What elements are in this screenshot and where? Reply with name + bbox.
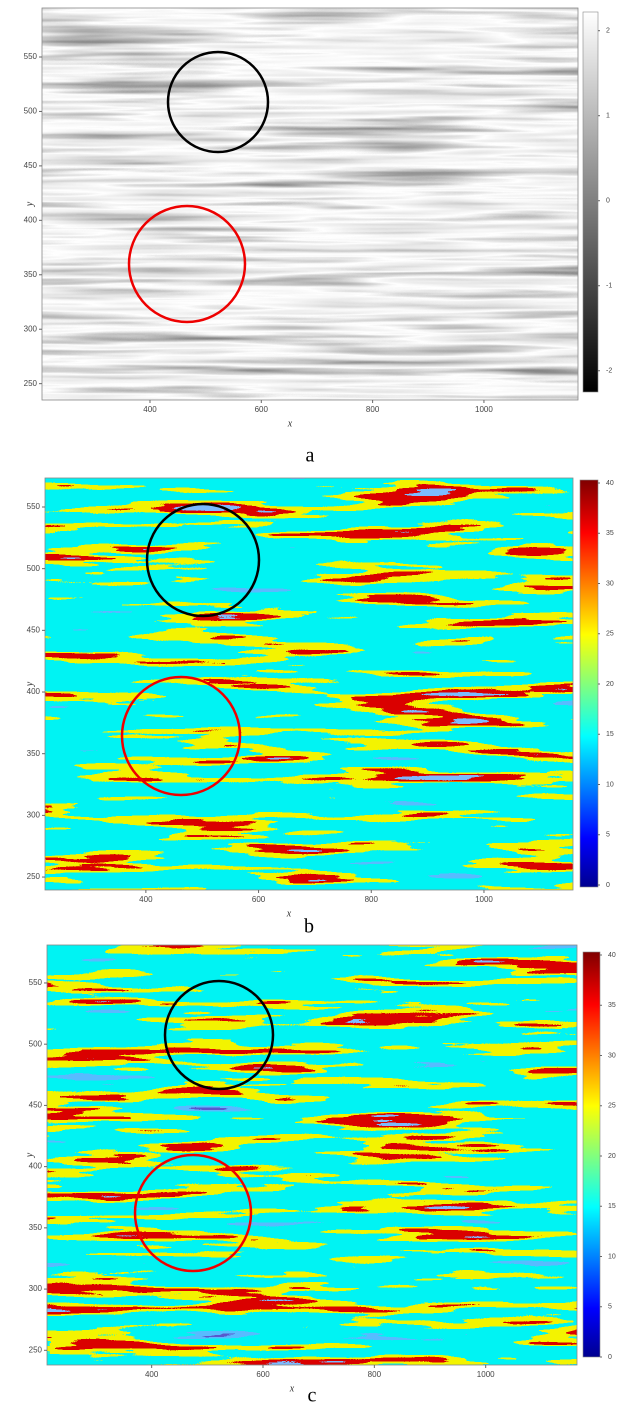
- panel-label: b: [304, 916, 314, 938]
- colorbar-tick-label: 0: [608, 1354, 612, 1361]
- seismic-image: [47, 945, 577, 1365]
- colorbar-tick-label: 2: [606, 28, 610, 35]
- colorbar-tick-label: 30: [608, 1052, 616, 1059]
- y-tick-label: 400: [24, 215, 38, 224]
- colorbar-tick-label: 40: [608, 952, 616, 959]
- colorbar-tick-label: 0: [606, 882, 610, 889]
- seismic-image: [45, 478, 573, 890]
- y-tick-label: 250: [24, 379, 38, 388]
- colorbar-tick-label: 1: [606, 113, 610, 120]
- x-tick-label: 800: [365, 895, 379, 904]
- colorbar-tick-label: 35: [606, 530, 614, 537]
- y-tick-label: 500: [24, 107, 38, 116]
- y-tick-label: 350: [29, 1223, 43, 1232]
- colorbar-tick-label: 5: [606, 832, 610, 839]
- y-tick-label: 450: [29, 1101, 43, 1110]
- panel-label: a: [306, 445, 315, 467]
- y-axis-label: y: [24, 201, 35, 207]
- y-tick-label: 550: [24, 52, 38, 61]
- colorbar: [583, 12, 598, 392]
- x-axis-label: x: [286, 908, 292, 919]
- x-tick-label: 1000: [475, 895, 493, 904]
- colorbar: [583, 952, 600, 1357]
- y-tick-label: 300: [27, 810, 41, 819]
- x-tick-label: 400: [143, 405, 157, 414]
- x-tick-label: 800: [366, 405, 380, 414]
- y-tick-label: 550: [27, 502, 41, 511]
- panel-label: c: [308, 1385, 317, 1405]
- y-tick-label: 400: [29, 1162, 43, 1171]
- colorbar-tick-label: 10: [608, 1253, 616, 1260]
- colorbar-tick-label: 10: [606, 781, 614, 788]
- colorbar-tick-label: 20: [606, 681, 614, 688]
- colorbar-tick-label: 5: [608, 1304, 612, 1311]
- y-tick-label: 500: [27, 564, 41, 573]
- colorbar-tick-label: 25: [608, 1103, 616, 1110]
- colorbar-tick-label: 15: [606, 731, 614, 738]
- y-tick-label: 500: [29, 1039, 43, 1048]
- y-tick-label: 250: [27, 872, 41, 881]
- x-tick-label: 1000: [475, 405, 493, 414]
- y-tick-label: 350: [24, 270, 38, 279]
- colorbar-tick-label: -2: [606, 368, 612, 375]
- colorbar-tick-label: 25: [606, 631, 614, 638]
- x-tick-label: 1000: [477, 1370, 495, 1379]
- y-tick-label: 450: [27, 625, 41, 634]
- y-axis-label: y: [24, 1152, 35, 1158]
- colorbar-tick-label: 0: [606, 198, 610, 205]
- x-tick-label: 600: [256, 1370, 270, 1379]
- colorbar-tick-label: 40: [606, 480, 614, 487]
- y-tick-label: 550: [29, 978, 43, 987]
- y-tick-label: 350: [27, 749, 41, 758]
- colorbar-tick-label: 30: [606, 580, 614, 587]
- colorbar-tick-label: -1: [606, 283, 612, 290]
- y-tick-label: 300: [29, 1284, 43, 1293]
- colorbar-tick-label: 35: [608, 1002, 616, 1009]
- x-tick-label: 800: [368, 1370, 382, 1379]
- seismic-image: [42, 8, 578, 400]
- y-tick-label: 250: [29, 1345, 43, 1354]
- colorbar: [580, 480, 598, 887]
- y-tick-label: 300: [24, 324, 38, 333]
- x-tick-label: 600: [252, 895, 266, 904]
- y-tick-label: 400: [27, 687, 41, 696]
- y-tick-label: 450: [24, 161, 38, 170]
- x-tick-label: 400: [139, 895, 153, 904]
- colorbar-tick-label: 15: [608, 1203, 616, 1210]
- x-tick-label: 600: [255, 405, 269, 414]
- colorbar-tick-label: 20: [608, 1153, 616, 1160]
- figure: 4006008001000250300350400450500550xya-2-…: [0, 0, 630, 1405]
- x-axis-label: x: [287, 418, 293, 429]
- y-axis-label: y: [24, 681, 35, 687]
- x-tick-label: 400: [145, 1370, 159, 1379]
- x-axis-label: x: [289, 1383, 295, 1394]
